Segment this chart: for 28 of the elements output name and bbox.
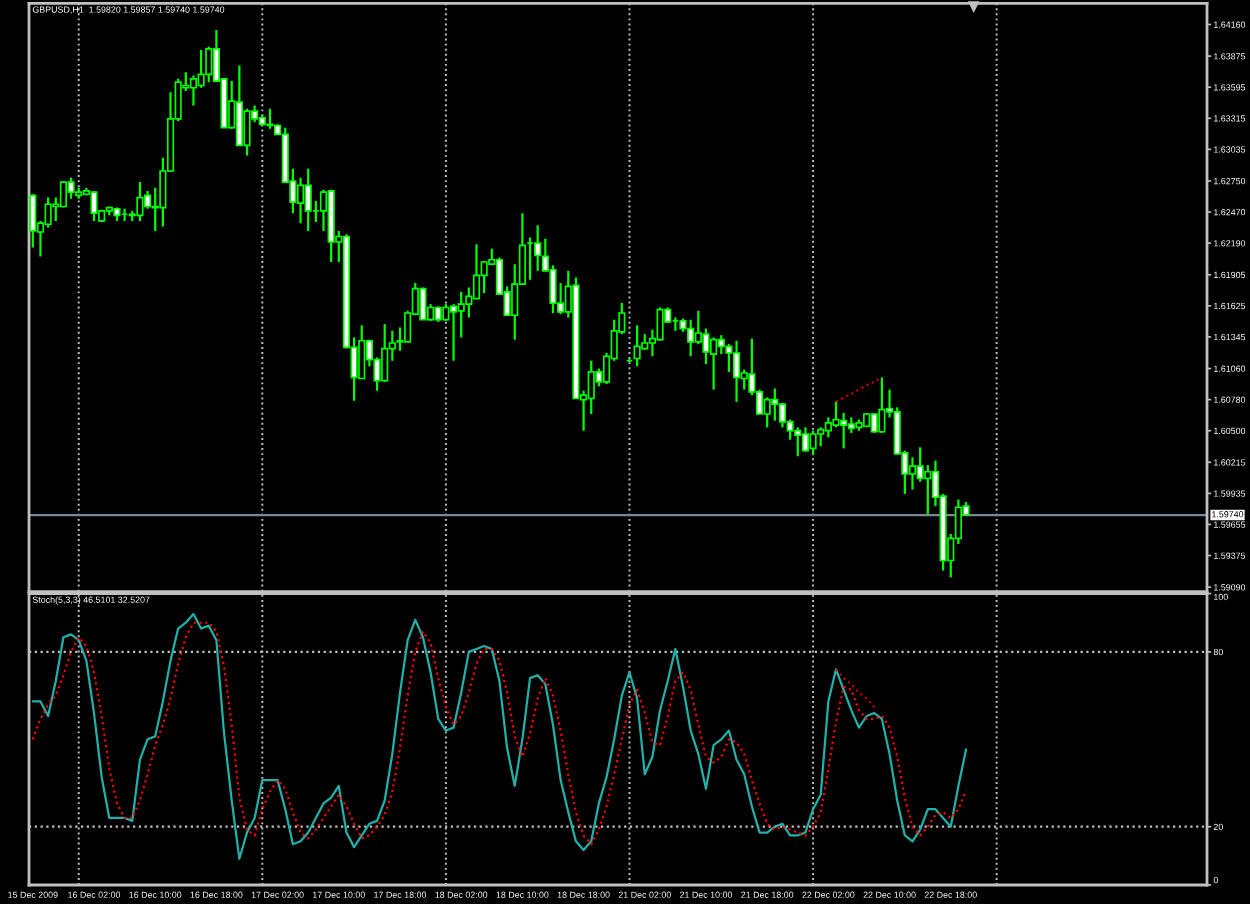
candlestick (878, 376, 886, 435)
candlestick (136, 180, 144, 223)
candlestick (304, 167, 312, 233)
candlestick (908, 456, 917, 491)
candlestick (924, 463, 932, 516)
candlestick (243, 107, 251, 157)
candlestick (534, 224, 542, 272)
candlestick (296, 176, 305, 225)
candlestick (419, 286, 427, 321)
candlestick (763, 396, 771, 429)
line-series (834, 668, 876, 709)
candlestick (633, 324, 641, 368)
line-series (834, 376, 884, 403)
candlestick (381, 323, 389, 383)
candlestick (840, 411, 848, 450)
candlestick (794, 426, 802, 458)
candlestick (266, 107, 274, 130)
candlestick (90, 189, 98, 223)
candlestick (771, 387, 779, 422)
candlestick (687, 318, 695, 358)
candlestick (29, 193, 37, 249)
candlestick (549, 264, 557, 315)
candlestick (205, 45, 213, 84)
candlestick (710, 336, 718, 391)
candlestick (235, 64, 243, 147)
candlestick (732, 339, 741, 403)
candlestick (67, 176, 75, 200)
candlestick (801, 426, 809, 453)
